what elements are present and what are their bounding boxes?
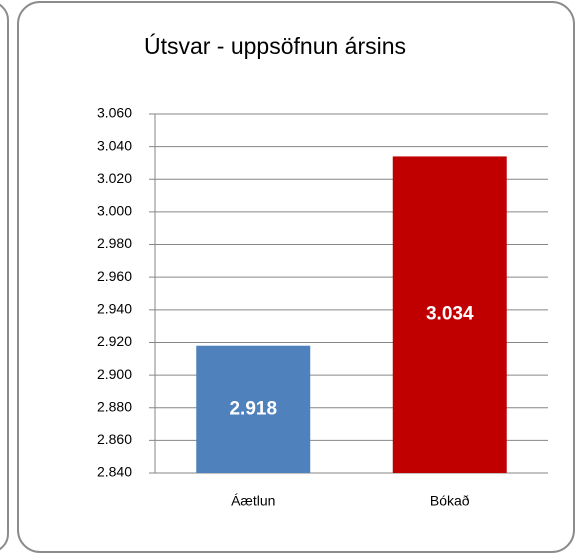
y-tick-label: 3.020 — [97, 170, 132, 186]
bar — [196, 345, 311, 473]
y-tick-label: 3.040 — [97, 137, 132, 153]
y-tick-label: 2.840 — [97, 464, 132, 480]
value-label: 2.918 — [229, 398, 277, 419]
chart-title: Útsvar - uppsöfnun ársins — [144, 33, 406, 59]
bar — [392, 156, 507, 473]
y-tick-label: 2.940 — [97, 301, 132, 317]
y-tick-label: 3.060 — [97, 105, 132, 121]
x-tick-label: Bókað — [430, 493, 470, 509]
side-panel — [0, 3, 9, 551]
y-tick-label: 3.000 — [97, 203, 132, 219]
y-tick-label: 2.860 — [97, 431, 132, 447]
y-tick-label: 2.880 — [97, 398, 132, 414]
value-label: 3.034 — [426, 304, 474, 325]
y-tick-label: 2.980 — [97, 235, 132, 251]
x-tick-label: Áætlun — [231, 493, 275, 509]
y-tick-label: 2.900 — [97, 366, 132, 382]
y-tick-label: 2.920 — [97, 333, 132, 349]
y-tick-label: 2.960 — [97, 268, 132, 284]
